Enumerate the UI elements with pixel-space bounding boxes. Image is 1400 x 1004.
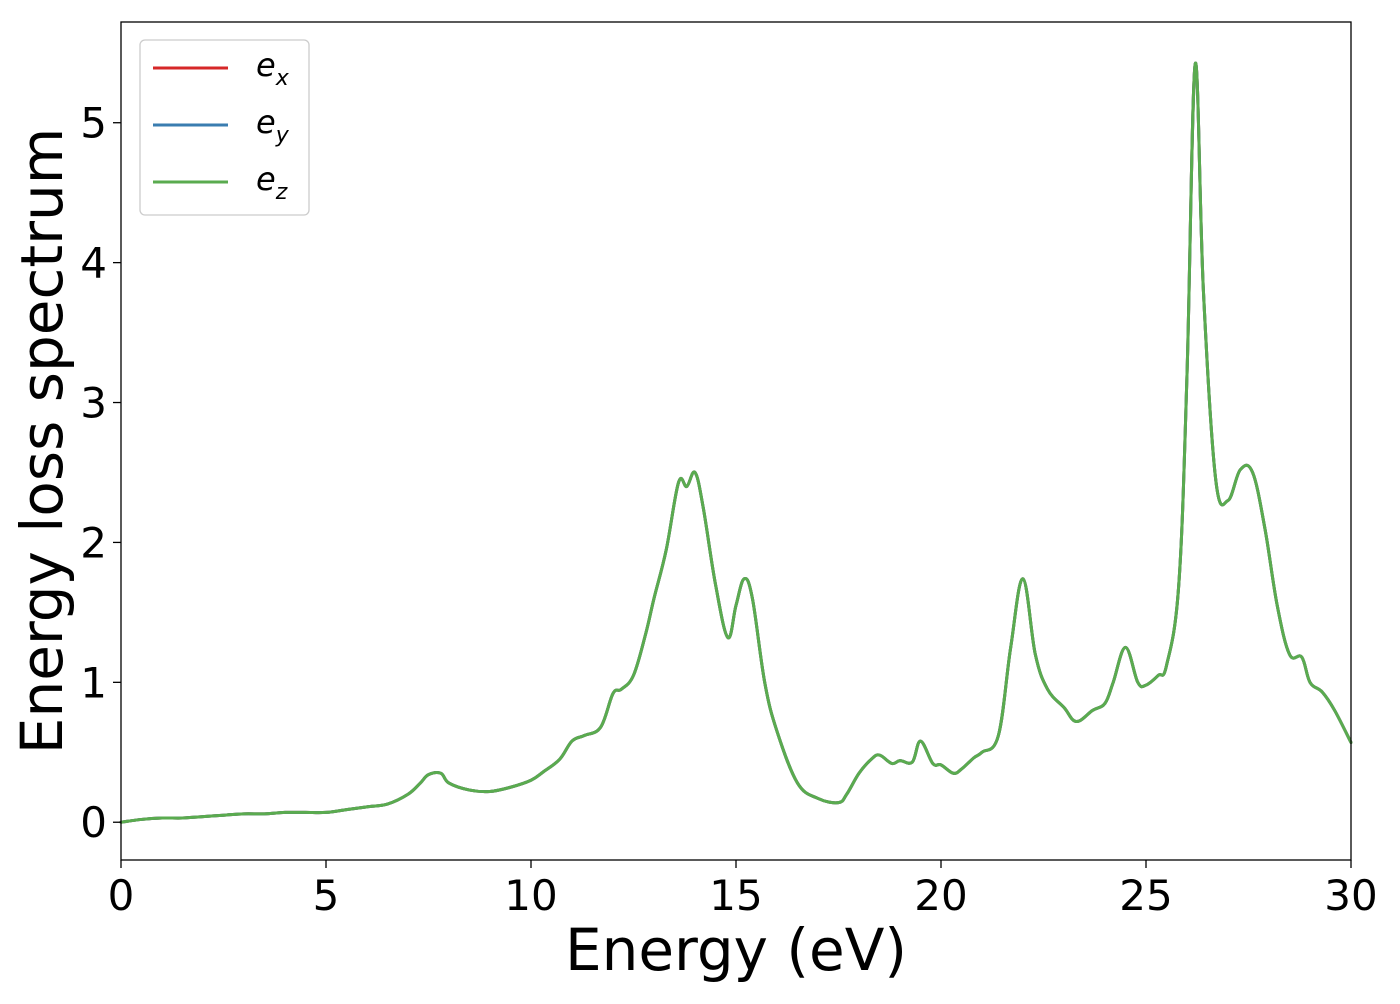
x-tick-label: 0 — [108, 871, 135, 920]
y-axis: 0 1 2 3 4 5 — [80, 99, 121, 847]
legend-frame — [139, 39, 310, 216]
y-tick-label: 3 — [80, 379, 107, 428]
y-tick-label: 4 — [80, 239, 107, 288]
y-tick-label: 2 — [80, 518, 107, 567]
legend-label: ez — [256, 160, 288, 205]
legend-label: ex — [256, 46, 290, 91]
y-tick-label: 1 — [80, 658, 107, 707]
x-tick-label: 5 — [313, 871, 340, 920]
legend-item-e-y: ey — [153, 103, 290, 148]
x-tick-label: 15 — [709, 871, 762, 920]
series-line-e-z — [119, 61, 1353, 824]
x-tick-label: 25 — [1119, 871, 1172, 920]
plot-background — [121, 22, 1351, 860]
y-axis-title: Energy loss spectrum — [8, 128, 76, 754]
series-layer — [119, 61, 1353, 824]
x-tick-label: 10 — [504, 871, 557, 920]
x-axis-title: Energy (eV) — [565, 916, 907, 984]
legend-label: ey — [256, 103, 290, 148]
x-tick-label: 20 — [914, 871, 967, 920]
legend-item-e-z: ez — [153, 160, 288, 205]
y-tick-label: 5 — [80, 99, 107, 148]
x-axis: 0 5 10 15 20 25 30 — [108, 860, 1378, 920]
legend-item-e-x: ex — [153, 46, 290, 91]
x-tick-label: 30 — [1324, 871, 1377, 920]
legend: ex ey ez — [139, 39, 310, 216]
y-tick-label: 0 — [80, 798, 107, 847]
